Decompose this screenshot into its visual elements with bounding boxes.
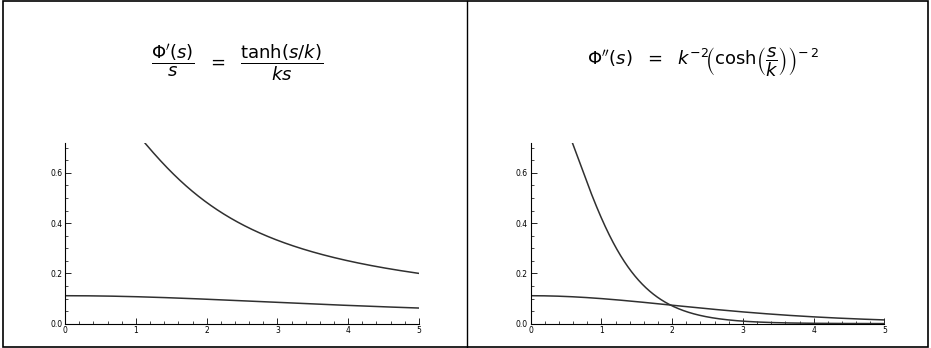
Text: $\Phi''(s)\ \ =\ \ k^{-2}\!\left(\cosh\!\left(\dfrac{s}{k}\right)\right)^{\!-2}$: $\Phi''(s)\ \ =\ \ k^{-2}\!\left(\cosh\!… — [587, 46, 819, 79]
Text: $\dfrac{\Phi'(s)}{s}\ \ =\ \ \dfrac{\tanh(s/k)}{ks}$: $\dfrac{\Phi'(s)}{s}\ \ =\ \ \dfrac{\tan… — [151, 42, 324, 83]
